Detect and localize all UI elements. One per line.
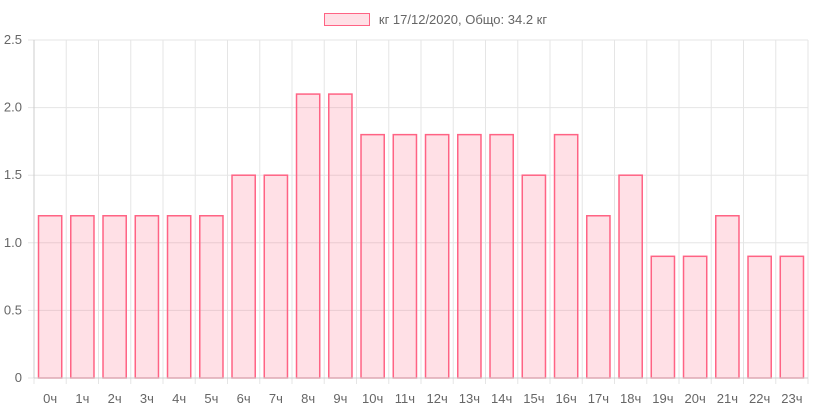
x-tick-label: 11ч <box>395 391 415 406</box>
x-tick-label: 7ч <box>269 391 283 406</box>
x-tick-label: 13ч <box>459 391 480 406</box>
bar-6ч[interactable] <box>231 174 256 379</box>
x-tick-label: 5ч <box>204 391 218 406</box>
bar-5ч[interactable] <box>199 215 224 379</box>
legend-swatch <box>323 12 370 26</box>
bar-20ч[interactable] <box>682 255 708 379</box>
x-tick-label: 15ч <box>523 391 544 406</box>
bar-17ч[interactable] <box>586 215 611 379</box>
bar-11ч[interactable] <box>392 133 418 379</box>
y-tick-label: 1.0 <box>4 235 22 250</box>
x-tick-label: 18ч <box>620 391 641 406</box>
y-tick-label: 0 <box>15 370 22 385</box>
bar-14ч[interactable] <box>489 133 514 379</box>
bar-3ч[interactable] <box>134 215 160 379</box>
x-tick-label: 0ч <box>43 391 57 406</box>
x-tick-label: 22ч <box>749 391 770 406</box>
x-tick-label: 9ч <box>333 391 347 406</box>
y-tick-label: 2.0 <box>4 100 22 115</box>
x-tick-label: 1ч <box>75 391 89 406</box>
bar-0ч[interactable] <box>37 215 63 379</box>
bar-9ч[interactable] <box>328 93 353 379</box>
y-tick-label: 0.5 <box>4 302 22 317</box>
bar-4ч[interactable] <box>166 215 192 379</box>
x-tick-label: 19ч <box>652 391 673 406</box>
bar-10ч[interactable] <box>360 133 385 379</box>
tick-labels: 0 0.5 1.0 1.5 2.0 2.5 0ч 1ч 2ч 3ч 4ч 5ч 6ч 7ч 8ч 9ч 10ч 1… <box>4 32 803 406</box>
bar-7ч[interactable] <box>263 174 289 379</box>
bar-15ч[interactable] <box>521 174 547 379</box>
y-tick-label: 2.5 <box>4 32 22 47</box>
bar-18ч[interactable] <box>618 174 643 379</box>
x-tick-label: 3ч <box>140 391 154 406</box>
bar-13ч[interactable] <box>457 133 482 379</box>
bar-12ч[interactable] <box>424 133 450 379</box>
bar-23ч[interactable] <box>779 255 805 379</box>
x-tick-label: 17ч <box>588 391 609 406</box>
x-tick-label: 2ч <box>108 391 122 406</box>
bar-8ч[interactable] <box>295 93 321 379</box>
x-tick-label: 12ч <box>427 391 448 406</box>
x-tick-label: 14ч <box>491 391 512 406</box>
bar-19ч[interactable] <box>650 255 676 379</box>
x-tick-label: 16ч <box>556 391 577 406</box>
bar-2ч[interactable] <box>102 215 127 379</box>
x-tick-label: 23ч <box>781 391 802 406</box>
x-tick-label: 6ч <box>237 391 251 406</box>
legend[interactable]: кг 17/12/2020, Общо: 34.2 кг <box>0 9 825 29</box>
bar-21ч[interactable] <box>715 215 740 379</box>
x-tick-label: 8ч <box>301 391 315 406</box>
bar-16ч[interactable] <box>553 133 579 379</box>
x-tick-label: 10ч <box>362 391 383 406</box>
bar-1ч[interactable] <box>70 215 95 379</box>
x-tick-label: 21ч <box>717 391 738 406</box>
x-tick-label: 4ч <box>172 391 186 406</box>
legend-label: кг 17/12/2020, Общо: 34.2 кг <box>378 11 548 27</box>
x-tick-label: 20ч <box>685 391 706 406</box>
y-tick-label: 1.5 <box>4 167 22 182</box>
bar-22ч[interactable] <box>747 255 772 379</box>
axes <box>33 40 808 379</box>
